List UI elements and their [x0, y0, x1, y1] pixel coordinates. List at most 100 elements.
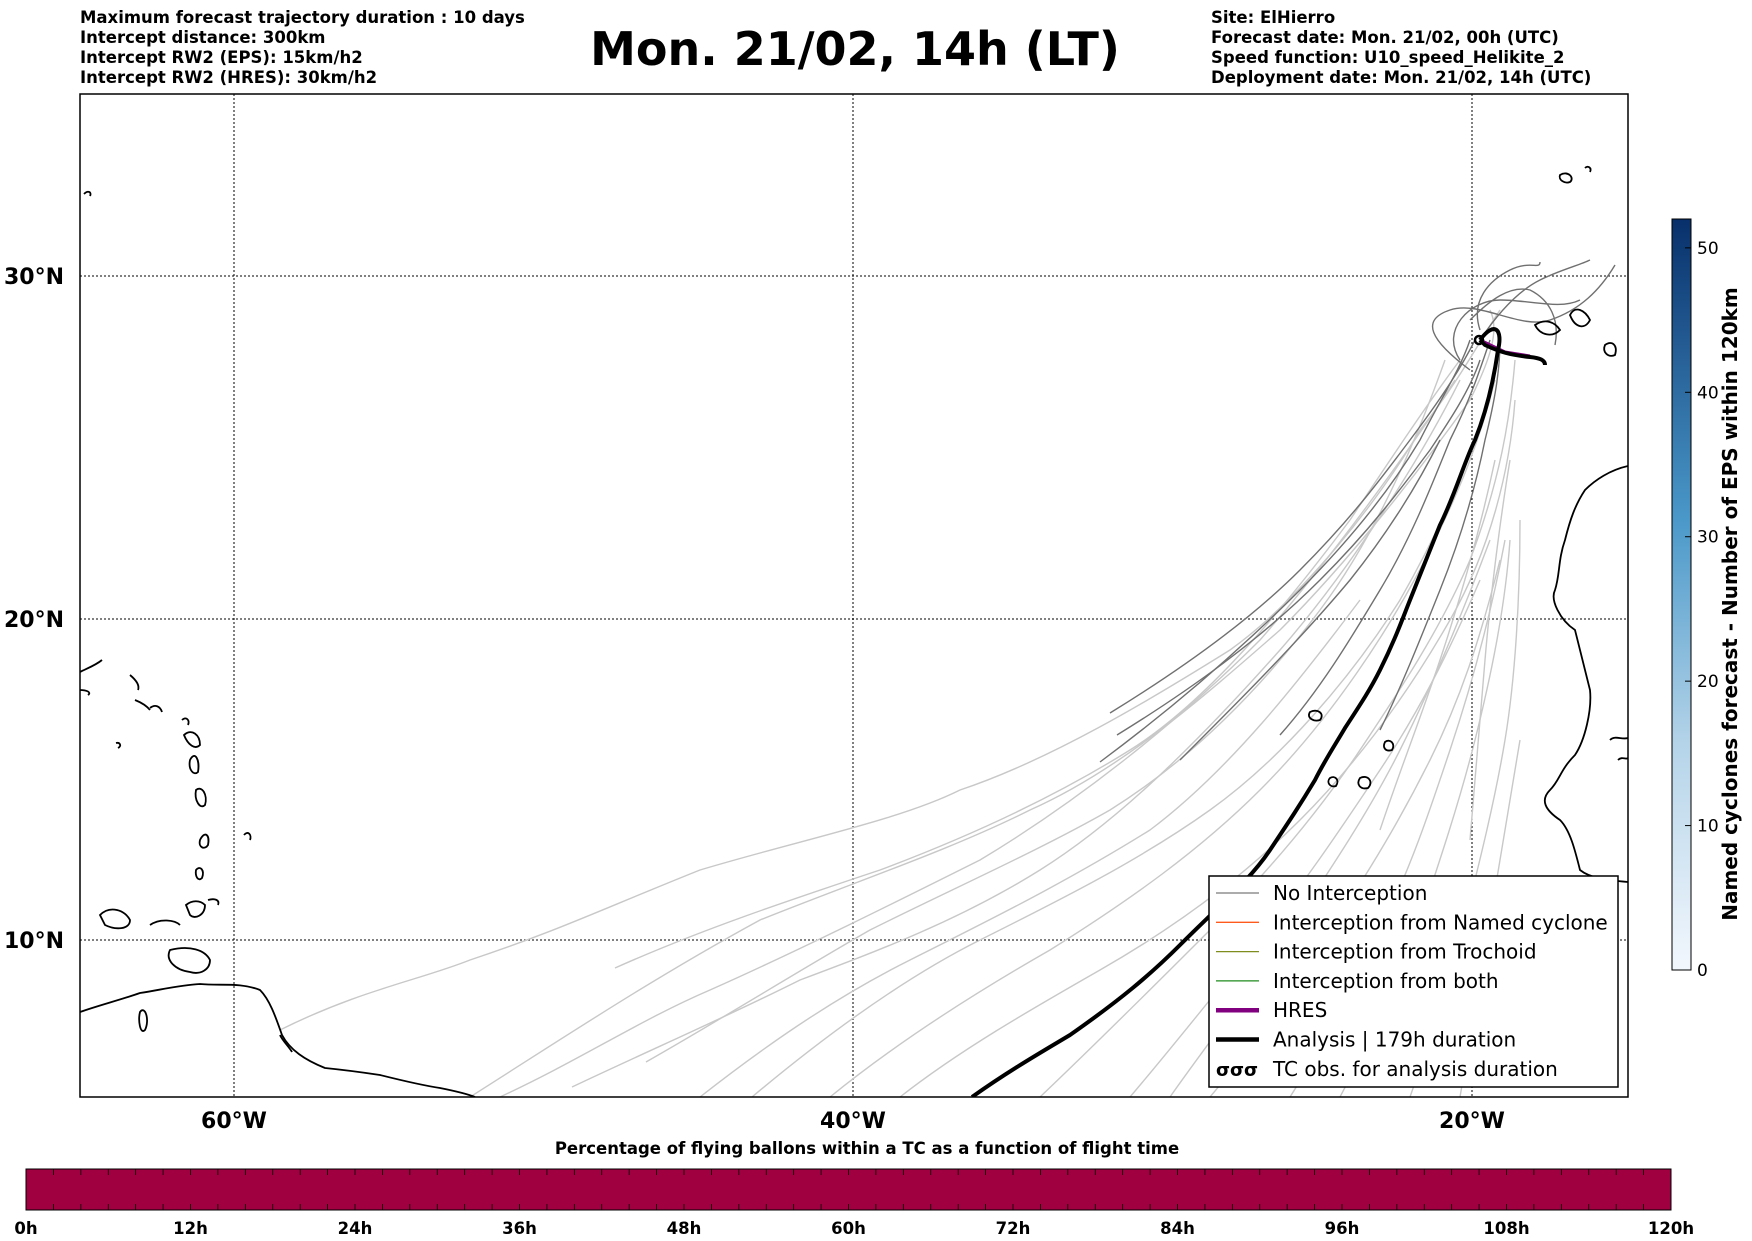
- forecast-date-text: Forecast date: Mon. 21/02, 00h (UTC): [1211, 28, 1559, 47]
- trajectory-line: [1039, 359, 1516, 1097]
- colorbar-label: Named cyclones forecast - Number of EPS …: [1718, 287, 1742, 921]
- ensemble-trajectories-dark: [1099, 259, 1616, 763]
- island-coast: [188, 755, 200, 775]
- lat-label-10n: 10°N: [4, 929, 64, 954]
- bottom-bar-tick-label: 84h: [1160, 1219, 1195, 1238]
- trajectory-line: [751, 399, 1491, 1097]
- cape-verde-coast: [1357, 776, 1372, 790]
- colorbar-tick-label: 40: [1697, 383, 1719, 403]
- trajectory-line: [1099, 339, 1471, 763]
- island-coast: [129, 674, 140, 691]
- lat-label-20n: 20°N: [4, 608, 64, 633]
- south-america-coast: [80, 983, 476, 1097]
- bottom-bar-tick-label: 12h: [173, 1219, 208, 1238]
- trajectory-line: [1109, 339, 1476, 714]
- island-coast: [138, 1009, 148, 1032]
- trajectory-line: [571, 379, 1461, 1088]
- madeira-coast: [1558, 172, 1573, 184]
- trajectory-line: [899, 399, 1516, 1097]
- header-left-info: Maximum forecast trajectory duration : 1…: [80, 8, 525, 88]
- legend-label: Analysis | 179h duration: [1273, 1028, 1516, 1052]
- colorbar-right: 0 10 20 30 40 50 Named cyclones forecast - Nu…: [1671, 218, 1742, 981]
- colorbar-tick-label: 10: [1697, 817, 1719, 837]
- trajectory-line: [1479, 259, 1591, 341]
- trajectory-line: [1469, 459, 1511, 841]
- legend-item: No Interception: [1216, 881, 1427, 905]
- site-text: Site: ElHierro: [1211, 8, 1336, 27]
- africa-coast: [1609, 736, 1628, 741]
- madeira-coast: [1584, 165, 1592, 173]
- island-coast: [149, 705, 163, 713]
- island-coast: [207, 898, 220, 906]
- island-coast: [134, 699, 151, 711]
- canary-coast: [1603, 342, 1617, 357]
- colorbar-tick-label: 30: [1697, 528, 1719, 548]
- legend-label: Interception from Trochoid: [1273, 940, 1537, 964]
- cape-verde-coast: [1308, 709, 1323, 722]
- lon-label-20w: 20°W: [1439, 1109, 1505, 1134]
- legend-item: Interception from both: [1216, 969, 1499, 993]
- island-coast: [83, 190, 92, 197]
- island-coast: [182, 731, 201, 748]
- cape-verde-coast: [1383, 739, 1395, 752]
- canary-coast: [1569, 308, 1592, 328]
- island-coast: [80, 659, 103, 673]
- trajectory-line: [1431, 264, 1616, 371]
- bottom-bar-tick-label: 108h: [1483, 1219, 1529, 1238]
- island-coast: [184, 900, 206, 918]
- bottom-bar-tick-label: 48h: [667, 1219, 702, 1238]
- legend-item: Interception from Named cyclone: [1216, 910, 1608, 934]
- island-coast: [194, 787, 207, 808]
- legend-item: HRES: [1216, 998, 1327, 1022]
- trajectory-line: [499, 379, 1456, 1097]
- legend-item: Interception from Trochoid: [1216, 940, 1537, 964]
- colorbar-tick-label: 20: [1697, 672, 1719, 692]
- island-coast: [98, 908, 131, 930]
- cyclone-symbol-icon: σσσ: [1216, 1060, 1258, 1081]
- colorbar-tick-label: 50: [1697, 239, 1719, 259]
- trajectory-line: [614, 359, 1461, 969]
- bottom-bar-tick-label: 120h: [1648, 1219, 1694, 1238]
- intercept-eps-text: Intercept RW2 (EPS): 15km/h2: [80, 48, 363, 67]
- speed-function-text: Speed function: U10_speed_Helikite_2: [1211, 48, 1565, 67]
- lon-label-40w: 40°W: [820, 1109, 886, 1134]
- trajectory-line: [699, 599, 1361, 1097]
- page-title: Mon. 21/02, 14h (LT): [590, 22, 1120, 76]
- cape-verde-coast: [1327, 776, 1339, 788]
- bottom-bar-tick-label: 24h: [338, 1219, 373, 1238]
- legend-box: [1208, 875, 1619, 1088]
- trajectory-line: [1379, 339, 1501, 731]
- africa-coast: [1543, 465, 1628, 883]
- intercept-distance-text: Intercept distance: 300km: [80, 28, 326, 47]
- trajectory-line: [645, 359, 1446, 1063]
- header-right-info: Site: ElHierro Forecast date: Mon. 21/02…: [1211, 8, 1591, 88]
- island-coast: [80, 689, 91, 696]
- bottom-bar-tick-label: 0h: [14, 1219, 37, 1238]
- bottom-bar-tick-label: 36h: [502, 1219, 537, 1238]
- legend-label: Interception from Named cyclone: [1273, 910, 1608, 934]
- legend: No Interception Interception from Named c…: [1208, 875, 1619, 1088]
- trajectory-line: [1476, 261, 1541, 331]
- south-america-coast: [279, 1034, 293, 1053]
- legend-label: Interception from both: [1273, 969, 1499, 993]
- bottom-bar-tick-label: 60h: [831, 1219, 866, 1238]
- launch-site-marker: [1473, 334, 1485, 346]
- bottom-colorbar: Percentage of flying ballons within a TC…: [14, 1139, 1694, 1238]
- legend-label: TC obs. for analysis duration: [1272, 1057, 1558, 1081]
- analysis-trajectory-end: [1478, 338, 1547, 366]
- bottom-bar-fill: [25, 1168, 1672, 1211]
- legend-item: σσσ TC obs. for analysis duration: [1216, 1057, 1558, 1081]
- trajectory-line: [1116, 359, 1481, 736]
- legend-item: Analysis | 179h duration: [1216, 1028, 1516, 1052]
- canary-coast: [1533, 320, 1562, 336]
- trajectory-line: [1453, 299, 1581, 361]
- island-coast: [198, 833, 210, 849]
- bottom-bar-tick-label: 72h: [996, 1219, 1031, 1238]
- island-coast: [181, 717, 190, 726]
- island-coast: [115, 741, 122, 749]
- island-coast: [243, 832, 252, 841]
- deployment-date-text: Deployment date: Mon. 21/02, 14h (UTC): [1211, 68, 1592, 87]
- trajectory-line: [469, 309, 1495, 1097]
- trajectory-line: [1179, 439, 1441, 761]
